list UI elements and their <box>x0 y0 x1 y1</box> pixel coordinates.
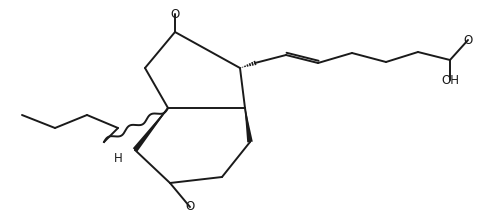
Polygon shape <box>133 108 169 152</box>
Text: O: O <box>171 8 180 20</box>
Text: O: O <box>463 34 473 46</box>
Text: O: O <box>186 200 195 214</box>
Polygon shape <box>244 108 253 142</box>
Text: H: H <box>114 151 122 165</box>
Text: OH: OH <box>441 73 459 87</box>
